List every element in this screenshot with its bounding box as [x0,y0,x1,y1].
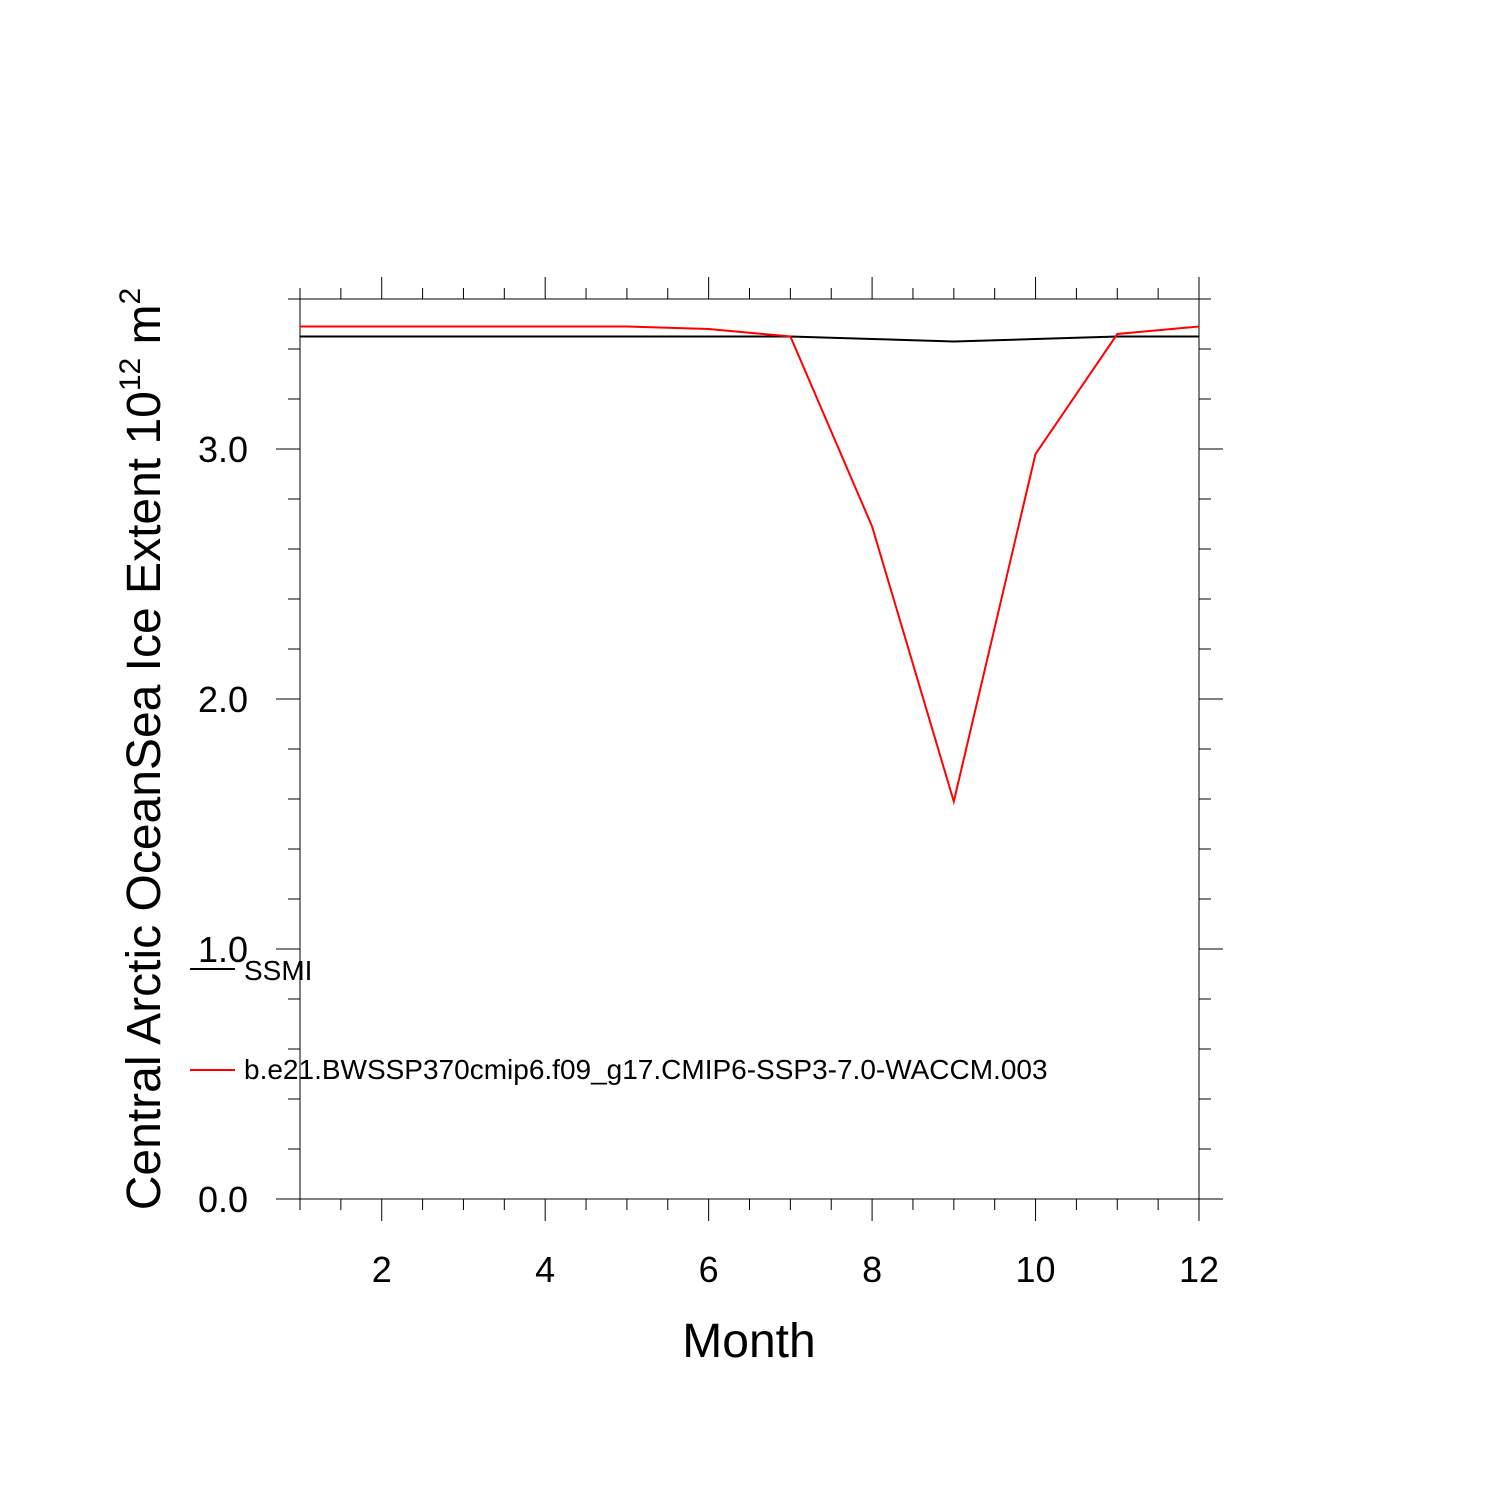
y-axis-label-main: Central Arctic OceanSea Ice Extent 10 [118,391,171,1210]
y-tick-label: 2.0 [198,679,248,720]
y-tick-label: 1.0 [198,929,248,970]
legend-label: SSMI [244,955,312,986]
y-axis-label-exp1: 12 [114,358,147,391]
x-tick-label: 12 [1179,1249,1219,1290]
x-tick-label: 4 [535,1249,555,1290]
x-tick-label: 2 [372,1249,392,1290]
axis-ticks [276,277,1223,1221]
x-tick-label: 6 [699,1249,719,1290]
legend: SSMI b.e21.BWSSP370cmip6.f09_g17.CMIP6-SS… [190,955,1048,1085]
x-axis-label: Month [682,1315,815,1368]
x-tick-label: 10 [1016,1249,1056,1290]
y-tick-labels: 0.0 1.0 2.0 3.0 [198,429,248,1220]
series-line [300,325,1200,806]
y-tick-label: 3.0 [198,429,248,470]
y-axis-label-mid: m [118,304,171,357]
x-tick-labels: 2 4 6 8 10 12 [372,1249,1219,1290]
series-lines [300,325,1200,806]
y-axis-label: Central Arctic OceanSea Ice Extent 1012 … [114,288,171,1210]
legend-label: b.e21.BWSSP370cmip6.f09_g17.CMIP6-SSP3-7… [244,1054,1048,1085]
x-tick-label: 8 [862,1249,882,1290]
y-axis-label-exp2: 2 [114,288,147,305]
y-tick-label: 0.0 [198,1179,248,1220]
series-line [300,335,1199,343]
